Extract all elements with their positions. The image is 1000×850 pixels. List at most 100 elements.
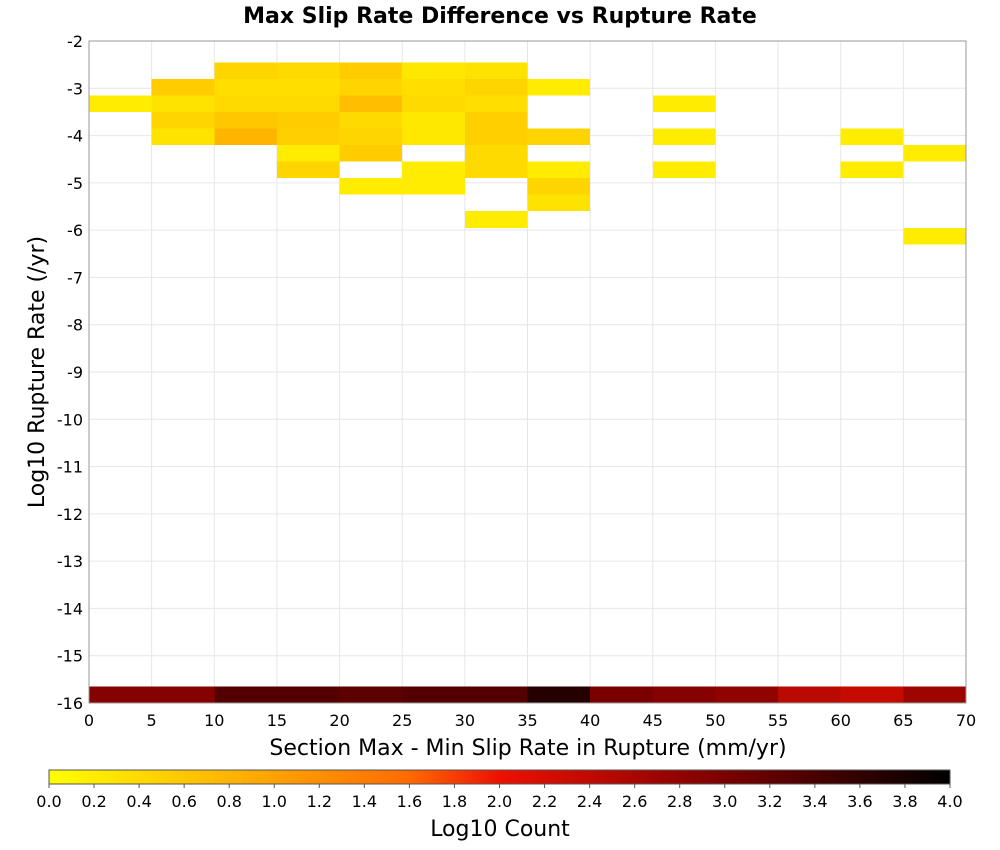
heatmap-cell-37 bbox=[464, 161, 528, 179]
heatmap-cell-6 bbox=[214, 78, 277, 96]
x-tick-label-9: 45 bbox=[643, 711, 663, 730]
x-tick-label-7: 35 bbox=[517, 711, 537, 730]
heatmap-cell-53 bbox=[214, 686, 277, 703]
heatmap-cell-7 bbox=[214, 95, 277, 112]
heatmap-cell-42 bbox=[527, 178, 591, 195]
heatmap-cell-35 bbox=[464, 128, 528, 146]
heatmap-cell-1 bbox=[151, 78, 215, 96]
heatmap-cell-24 bbox=[402, 62, 465, 79]
heatmap-cell-57 bbox=[464, 686, 528, 703]
heatmap-cell-52 bbox=[151, 686, 215, 703]
plot-border bbox=[88, 40, 967, 704]
colorbar-tick-label-15: 3.0 bbox=[712, 792, 737, 811]
heatmap-cell-17 bbox=[339, 62, 403, 79]
heatmap-cell-12 bbox=[276, 95, 340, 112]
colorbar-tick-label-14: 2.8 bbox=[667, 792, 692, 811]
heatmap-cell-39 bbox=[527, 78, 591, 96]
x-tick-label-5: 25 bbox=[392, 711, 412, 730]
heatmap-cell-32 bbox=[464, 78, 528, 96]
heatmap-cell-4 bbox=[151, 128, 215, 146]
heatmap-cell-25 bbox=[402, 78, 465, 96]
heatmap-cell-51 bbox=[89, 686, 152, 703]
heatmap-cell-10 bbox=[276, 62, 340, 79]
heatmap-cell-13 bbox=[276, 111, 340, 129]
heatmap-cell-29 bbox=[402, 161, 465, 179]
heatmap-cell-11 bbox=[276, 78, 340, 96]
heatmap-cell-14 bbox=[276, 128, 340, 146]
heatmap-cell-55 bbox=[339, 686, 403, 703]
heatmap-cell-45 bbox=[652, 128, 716, 146]
y-tick-label-1: -3 bbox=[67, 79, 83, 98]
y-tick-label-4: -6 bbox=[67, 221, 83, 240]
y-tick-label-13: -15 bbox=[57, 647, 83, 666]
colorbar-tick-label-12: 2.4 bbox=[577, 792, 602, 811]
x-tick-label-1: 5 bbox=[147, 711, 157, 730]
y-tick-label-10: -12 bbox=[57, 505, 83, 524]
heatmap-cell-2 bbox=[151, 95, 215, 112]
colorbar-tick-label-1: 0.2 bbox=[81, 792, 106, 811]
heatmap-cell-9 bbox=[214, 128, 277, 146]
colorbar-tick-label-10: 2.0 bbox=[487, 792, 512, 811]
heatmap-cell-64 bbox=[903, 686, 966, 703]
heatmap-cell-60 bbox=[652, 686, 716, 703]
colorbar-tick-label-17: 3.4 bbox=[802, 792, 827, 811]
heatmap-cell-49 bbox=[903, 145, 966, 162]
x-tick-label-4: 20 bbox=[329, 711, 349, 730]
heatmap-cell-44 bbox=[652, 95, 716, 112]
colorbar-tick-label-4: 0.8 bbox=[216, 792, 241, 811]
heatmap-cell-31 bbox=[464, 62, 528, 79]
colorbar-tick-label-5: 1.0 bbox=[262, 792, 287, 811]
y-tick-label-5: -7 bbox=[67, 268, 83, 287]
heatmap-cell-23 bbox=[339, 178, 403, 195]
y-axis-label: Log10 Rupture Rate (/yr) bbox=[25, 236, 50, 508]
y-tick-label-0: -2 bbox=[67, 32, 83, 51]
heatmap-cell-36 bbox=[464, 145, 528, 162]
y-tick-label-6: -8 bbox=[67, 316, 83, 335]
heatmap-cell-15 bbox=[276, 145, 340, 162]
heatmap-cell-26 bbox=[402, 95, 465, 112]
heatmap-cell-8 bbox=[214, 111, 277, 129]
x-tick-label-0: 0 bbox=[84, 711, 94, 730]
colorbar bbox=[48, 769, 951, 785]
heatmap-cell-54 bbox=[276, 686, 340, 703]
colorbar-tick-label-3: 0.6 bbox=[171, 792, 196, 811]
heatmap-cell-59 bbox=[590, 686, 653, 703]
colorbar-label: Log10 Count bbox=[430, 817, 570, 842]
colorbar-tick-label-20: 4.0 bbox=[937, 792, 962, 811]
y-tick-label-14: -16 bbox=[57, 694, 83, 713]
x-tick-label-14: 70 bbox=[956, 711, 976, 730]
colorbar-tick-label-9: 1.8 bbox=[442, 792, 467, 811]
y-tick-label-3: -5 bbox=[67, 174, 83, 193]
x-axis-ticks: 0 5 10 15 20 25 30 35 40 45 50 55 60 65 70 bbox=[84, 711, 976, 730]
heatmap-cell-43 bbox=[527, 194, 591, 212]
y-tick-label-12: -14 bbox=[57, 599, 83, 618]
colorbar-ticks: 0.0 0.2 0.4 0.6 0.8 1.0 1.2 1.4 1.6 1.8 2.0 2.2 2.4 2… bbox=[36, 784, 963, 811]
heatmap-cell-16 bbox=[276, 161, 340, 179]
x-axis-label: Section Max - Min Slip Rate in Rupture (… bbox=[269, 736, 786, 761]
heatmap-cell-41 bbox=[527, 161, 591, 179]
heatmap-cell-50 bbox=[903, 227, 966, 245]
colorbar-tick-label-13: 2.6 bbox=[622, 792, 647, 811]
y-tick-label-11: -13 bbox=[57, 552, 83, 571]
colorbar-tick-label-11: 2.2 bbox=[532, 792, 557, 811]
x-tick-label-11: 55 bbox=[768, 711, 788, 730]
x-tick-label-6: 30 bbox=[455, 711, 475, 730]
heatmap-cell-28 bbox=[402, 128, 465, 146]
heatmap-cell-47 bbox=[840, 128, 904, 146]
heatmap-cell-38 bbox=[464, 211, 528, 228]
heatmap-cell-21 bbox=[339, 128, 403, 146]
x-tick-label-2: 10 bbox=[204, 711, 224, 730]
chart-title: Max Slip Rate Difference vs Rupture Rate bbox=[243, 4, 757, 29]
heatmap-cell-3 bbox=[151, 111, 215, 129]
colorbar-tick-label-2: 0.4 bbox=[126, 792, 151, 811]
heatmap-cell-33 bbox=[464, 95, 528, 112]
heatmap-cell-40 bbox=[527, 128, 591, 146]
heatmap-cells bbox=[89, 62, 966, 703]
x-tick-label-3: 15 bbox=[267, 711, 287, 730]
x-tick-label-12: 60 bbox=[831, 711, 851, 730]
colorbar-tick-label-16: 3.2 bbox=[757, 792, 782, 811]
x-tick-label-10: 50 bbox=[705, 711, 725, 730]
colorbar-tick-label-8: 1.6 bbox=[397, 792, 422, 811]
y-axis-ticks: -2 -3 -4 -5 -6 -7 -8 -9 -10 -11 -12 -13 -14 -15 -16 bbox=[57, 32, 83, 713]
